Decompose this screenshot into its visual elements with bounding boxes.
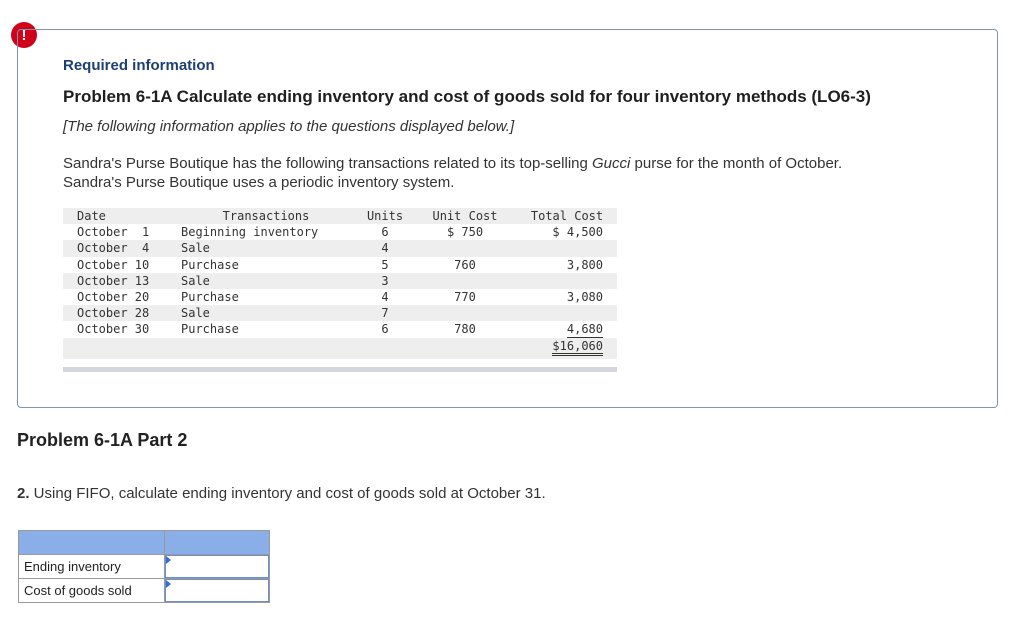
answer-table: Ending inventory Cost of goods sold [18, 530, 270, 603]
grand-total: $16,060 [552, 338, 603, 356]
table-header-row: Date Transactions Units Unit Cost Total … [63, 208, 617, 225]
input-marker-icon [166, 580, 171, 588]
column-header-date: Date [77, 209, 106, 223]
cell-transaction: Purchase [181, 257, 239, 272]
required-information-panel: Required information Problem 6-1A Calcul… [17, 29, 998, 408]
transactions-table: Date Transactions Units Unit Cost Total … [63, 208, 617, 372]
question-body: Using FIFO, calculate ending inventory a… [29, 485, 546, 502]
description-text: Sandra's Purse Boutique uses a periodic … [63, 174, 455, 191]
cell-units: 7 [381, 306, 389, 321]
table-row: October 30 Purchase 6 780 4,680 [63, 321, 617, 339]
cell-date: October 28 [77, 306, 150, 321]
table-row: October 4 Sale 4 [63, 240, 617, 257]
question-number: 2. [17, 485, 30, 502]
applies-note: [The following information applies to th… [63, 118, 515, 135]
table-footer-bar [63, 366, 617, 372]
column-header-unit-cost: Unit Cost [432, 209, 498, 223]
cell-unit-cost: 780 [454, 322, 476, 337]
cell-date: October 13 [77, 273, 150, 288]
cell-units: 3 [381, 273, 389, 288]
grand-total-cell: $16,060 [521, 338, 603, 356]
column-header-transactions: Transactions [222, 209, 310, 223]
cell-transaction: Sale [181, 241, 210, 256]
cost-of-goods-sold-input[interactable] [165, 579, 269, 602]
cell-transaction: Sale [181, 306, 210, 321]
input-marker-icon [166, 556, 171, 564]
cell-units: 6 [381, 225, 389, 240]
table-total-row: $16,060 [63, 337, 617, 359]
cell-total-cost: $ 4,500 [552, 225, 603, 240]
description-text: Sandra's Purse Boutique has the followin… [63, 155, 592, 172]
cell-units: 5 [381, 257, 389, 272]
cell-unit-cost: $ 750 [446, 225, 484, 240]
cell-date: October 4 [77, 241, 150, 256]
table-row: October 28 Sale 7 [63, 305, 617, 322]
cell-transaction: Sale [181, 273, 210, 288]
cell-total-cost: 3,080 [566, 289, 603, 304]
cell-transaction: Purchase [181, 322, 239, 337]
description-text: purse for the month of October. [630, 155, 843, 172]
answer-row-cost-of-goods-sold: Cost of goods sold [18, 578, 270, 603]
cost-of-goods-sold-label: Cost of goods sold [18, 578, 165, 603]
problem-description: Sandra's Purse Boutique has the followin… [63, 154, 963, 192]
brand-name: Gucci [592, 155, 631, 172]
problem-title: Problem 6-1A Calculate ending inventory … [63, 87, 871, 106]
part-title: Problem 6-1A Part 2 [17, 430, 188, 450]
cell-units: 6 [381, 322, 389, 337]
cell-date: October 10 [77, 257, 150, 272]
cell-units: 4 [381, 289, 389, 304]
ending-inventory-label: Ending inventory [18, 554, 165, 579]
required-information-heading: Required information [63, 57, 215, 74]
table-row: October 10 Purchase 5 760 3,800 [63, 257, 617, 273]
ending-inventory-cell [164, 554, 270, 579]
cell-date: October 20 [77, 289, 150, 304]
answer-header-cell [18, 530, 165, 555]
cell-unit-cost: 760 [454, 257, 476, 272]
column-header-units: Units [366, 209, 404, 223]
cell-transaction: Purchase [181, 289, 239, 304]
cell-total-cost: 4,680 [521, 322, 603, 339]
cell-total-cost: 3,800 [566, 257, 603, 272]
answer-table-header [18, 530, 270, 555]
cell-date: October 30 [77, 322, 150, 337]
cell-transaction: Beginning inventory [181, 225, 319, 240]
table-row: October 20 Purchase 4 770 3,080 [63, 289, 617, 305]
ending-inventory-input[interactable] [165, 555, 269, 578]
table-row: October 1 Beginning inventory 6 $ 750 $ … [63, 224, 617, 240]
cell-date: October 1 [77, 225, 150, 240]
answer-header-cell [164, 530, 270, 555]
cell-units: 4 [381, 241, 389, 256]
question-text: 2. Using FIFO, calculate ending inventor… [17, 485, 546, 502]
last-purchase-total: 4,680 [566, 322, 603, 339]
answer-row-ending-inventory: Ending inventory [18, 554, 270, 579]
cost-of-goods-sold-cell [164, 578, 270, 603]
column-header-total-cost: Total Cost [530, 209, 604, 223]
exclamation-icon: ! [11, 22, 37, 48]
cell-unit-cost: 770 [454, 289, 476, 304]
table-row: October 13 Sale 3 [63, 272, 617, 289]
